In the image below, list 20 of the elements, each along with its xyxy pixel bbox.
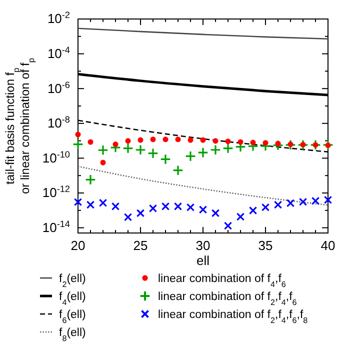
x-tick-label: 40 bbox=[320, 238, 336, 254]
legend-label: linear combination of f$_{2}$,f$_{4}$,f$_{6}$ bbox=[158, 291, 298, 306]
y-tick-label: 10$^{-6}$ bbox=[47, 80, 70, 96]
x-tick-label: 25 bbox=[133, 238, 148, 254]
y-tick-label: 10$^{-2}$ bbox=[47, 10, 70, 26]
legend-label: linear combination of f$_{4}$,f$_{6}$ bbox=[158, 273, 286, 288]
x-axis-title: ell bbox=[196, 253, 210, 268]
legend-label: f$_{2}$(ell) bbox=[59, 273, 86, 288]
legend-label: f$_{6}$(ell) bbox=[59, 309, 86, 324]
x-tick-label: 30 bbox=[196, 238, 210, 254]
legend-label: linear combination of f$_{2}$,f$_{4}$,f$_{6}$,f$_{8}$ bbox=[158, 309, 308, 324]
y-tick-label: 10$^{-8}$ bbox=[47, 114, 70, 131]
y-tick-label: 10$^{-12}$ bbox=[42, 184, 70, 200]
y-tick-label: 10$^{-10}$ bbox=[42, 149, 70, 166]
y-tick-label: 10$^{-14}$ bbox=[42, 218, 70, 235]
x-tick-label: 20 bbox=[70, 238, 86, 254]
x-tick-label: 35 bbox=[258, 238, 273, 254]
legend-label: f$_{4}$(ell) bbox=[59, 291, 86, 306]
y-tick-label: 10$^{-4}$ bbox=[47, 44, 70, 61]
legend-label: f$_{8}$(ell) bbox=[59, 327, 86, 342]
